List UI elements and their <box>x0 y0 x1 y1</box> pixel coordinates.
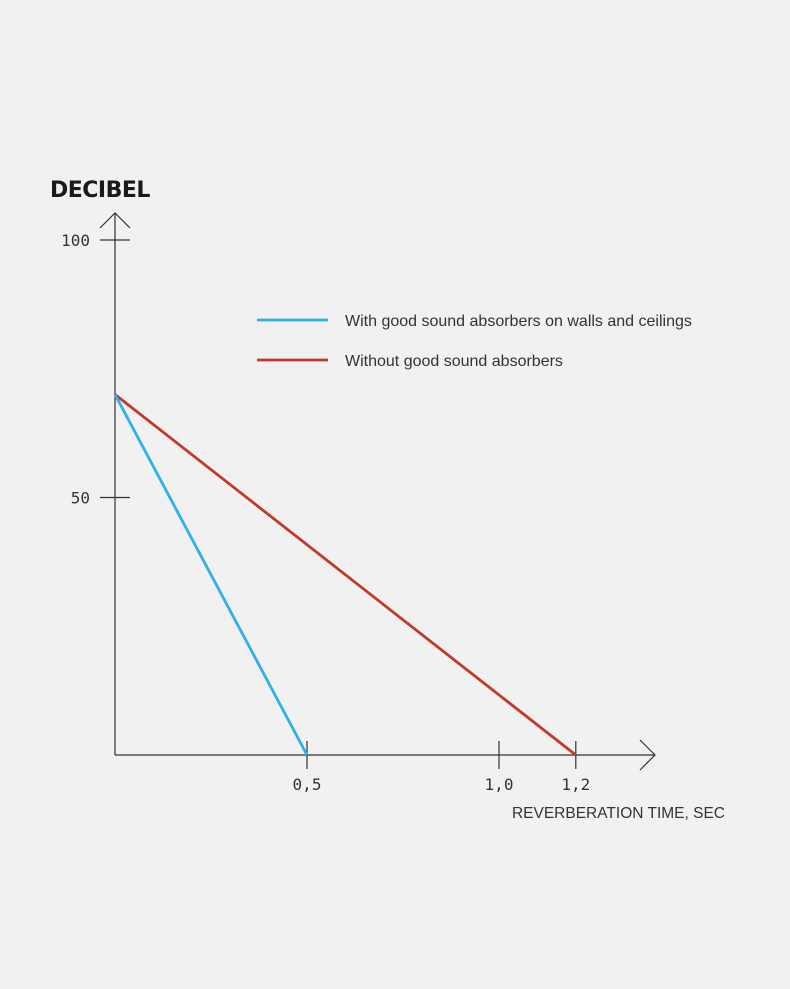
legend: With good sound absorbers on walls and c… <box>257 313 692 370</box>
x-tick-label: 1,0 <box>485 775 514 794</box>
legend-label-0: With good sound absorbers on walls and c… <box>345 313 692 330</box>
series-line-0 <box>113 393 309 756</box>
axes <box>99 212 656 771</box>
y-tick-label: 100 <box>61 231 90 250</box>
y-axis-label: DECIBEL <box>50 178 150 203</box>
x-tick-label: 0,5 <box>293 775 322 794</box>
series-lines <box>113 393 577 757</box>
x-axis-label: REVERBERATION TIME, SEC <box>512 805 725 822</box>
ticks: 100 50 0,5 1,0 1,2 <box>61 231 590 794</box>
y-axis-arrow <box>99 212 131 229</box>
x-axis-arrow <box>639 739 656 771</box>
legend-label-1: Without good sound absorbers <box>345 353 563 370</box>
y-tick-label: 50 <box>71 489 90 508</box>
x-tick-label: 1,2 <box>561 775 590 794</box>
series-line-1 <box>114 393 577 757</box>
